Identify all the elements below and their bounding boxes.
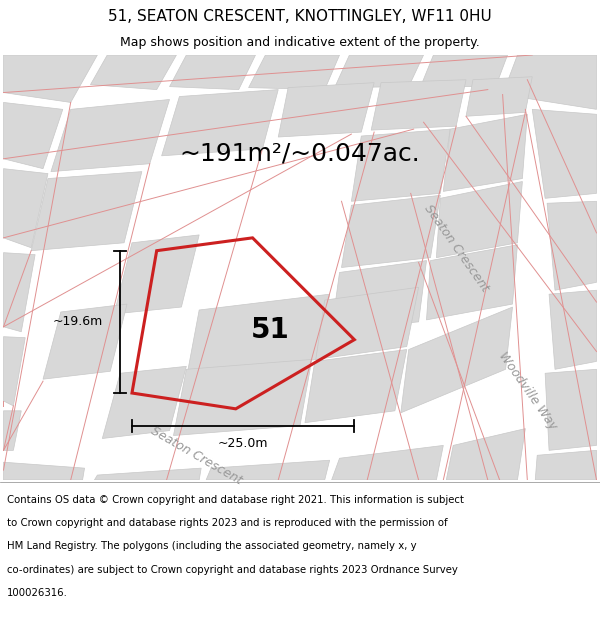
Polygon shape [332, 261, 427, 330]
Polygon shape [170, 55, 256, 89]
Polygon shape [248, 55, 340, 89]
Polygon shape [4, 411, 21, 451]
Polygon shape [4, 337, 25, 406]
Polygon shape [545, 369, 596, 451]
Polygon shape [31, 172, 142, 251]
Text: 51: 51 [251, 316, 290, 344]
Polygon shape [91, 55, 176, 89]
Polygon shape [278, 82, 374, 137]
Polygon shape [547, 201, 596, 290]
Polygon shape [466, 77, 532, 116]
Polygon shape [4, 102, 63, 169]
Polygon shape [371, 80, 466, 130]
Polygon shape [503, 55, 596, 109]
Text: co-ordinates) are subject to Crown copyright and database rights 2023 Ordnance S: co-ordinates) are subject to Crown copyr… [7, 565, 458, 575]
Text: Seaton Crescent: Seaton Crescent [421, 202, 491, 294]
Text: ~191m²/~0.047ac.: ~191m²/~0.047ac. [179, 142, 421, 166]
Polygon shape [352, 129, 450, 201]
Polygon shape [421, 55, 508, 87]
Text: Woodville Way: Woodville Way [496, 350, 559, 432]
Polygon shape [161, 89, 278, 156]
Polygon shape [335, 55, 424, 88]
Text: ~19.6m: ~19.6m [52, 316, 103, 328]
Polygon shape [436, 181, 523, 258]
Polygon shape [103, 366, 187, 439]
Polygon shape [341, 196, 440, 268]
Text: 51, SEATON CRESCENT, KNOTTINGLEY, WF11 0HU: 51, SEATON CRESCENT, KNOTTINGLEY, WF11 0… [108, 9, 492, 24]
Polygon shape [332, 446, 443, 480]
Polygon shape [532, 109, 596, 198]
Text: Seaton Crescent: Seaton Crescent [148, 424, 244, 487]
Text: HM Land Registry. The polygons (including the associated geometry, namely x, y: HM Land Registry. The polygons (includin… [7, 541, 417, 551]
Text: 100026316.: 100026316. [7, 588, 68, 598]
Polygon shape [4, 253, 35, 332]
Polygon shape [446, 429, 526, 480]
Polygon shape [4, 462, 85, 480]
Polygon shape [187, 294, 329, 373]
Polygon shape [549, 290, 596, 369]
Text: to Crown copyright and database rights 2023 and is reproduced with the permissio: to Crown copyright and database rights 2… [7, 518, 448, 528]
Polygon shape [4, 55, 97, 102]
Polygon shape [206, 460, 329, 480]
Polygon shape [114, 235, 199, 314]
Polygon shape [305, 349, 407, 423]
Text: ~25.0m: ~25.0m [217, 437, 268, 450]
Polygon shape [51, 99, 170, 172]
Polygon shape [401, 307, 512, 412]
Polygon shape [43, 304, 127, 379]
Text: Map shows position and indicative extent of the property.: Map shows position and indicative extent… [120, 36, 480, 49]
Polygon shape [535, 451, 596, 480]
Polygon shape [316, 288, 419, 359]
Polygon shape [173, 359, 312, 436]
Text: Contains OS data © Crown copyright and database right 2021. This information is : Contains OS data © Crown copyright and d… [7, 494, 464, 504]
Polygon shape [4, 169, 48, 248]
Polygon shape [443, 114, 527, 191]
Polygon shape [427, 245, 517, 320]
Polygon shape [94, 468, 201, 480]
